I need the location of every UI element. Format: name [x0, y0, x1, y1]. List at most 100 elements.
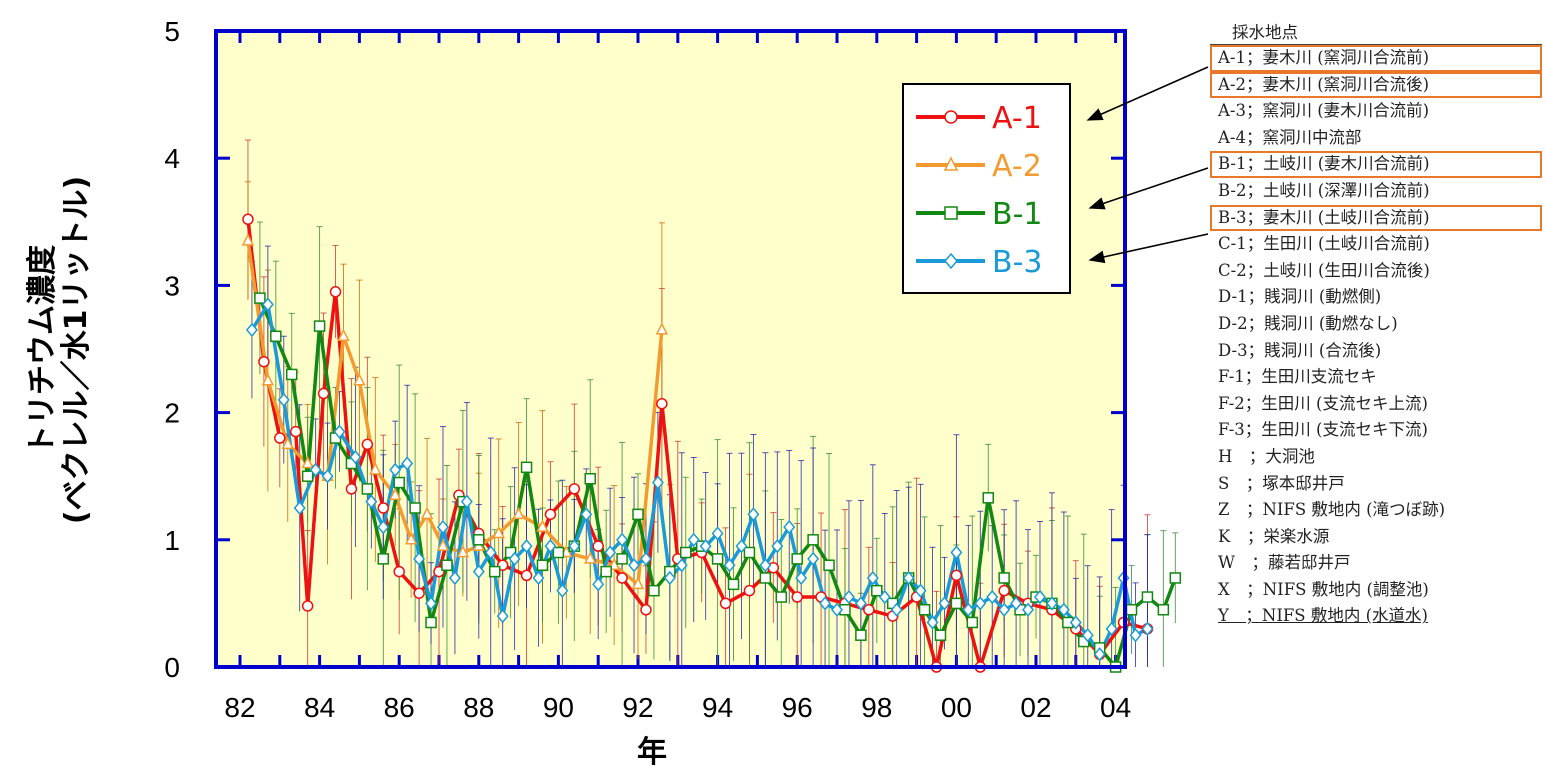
data-point — [584, 551, 597, 564]
data-point — [723, 558, 736, 573]
data-point — [628, 558, 640, 573]
x-tick-labels: 82 84 86 88 90 92 94 96 98 00 02 04 — [224, 692, 1131, 723]
data-point — [663, 570, 676, 586]
data-point — [986, 589, 999, 605]
legend: A-1 A-2 B-1 B-3 — [902, 83, 1071, 294]
data-point — [823, 559, 835, 571]
data-point — [568, 538, 581, 554]
data-point — [819, 596, 832, 611]
data-point — [552, 546, 565, 559]
data-point — [349, 449, 362, 465]
data-point — [473, 534, 485, 546]
data-point — [301, 470, 314, 482]
y-axis-title-line2: (ベクレル／水1リットル) — [59, 176, 94, 524]
data-point — [508, 551, 521, 567]
data-point — [1045, 596, 1058, 611]
station-item: C-1；生田川 (土岐川合流前) — [1218, 234, 1430, 254]
data-point — [747, 507, 760, 522]
data-point — [413, 587, 425, 599]
data-point — [404, 532, 418, 545]
data-point — [258, 355, 270, 368]
data-point — [317, 387, 330, 400]
data-point — [413, 551, 426, 567]
data-point — [520, 461, 533, 474]
data-point — [1141, 621, 1154, 637]
data-point — [962, 602, 975, 617]
data-point — [863, 604, 875, 616]
data-point — [425, 616, 437, 629]
data-point — [775, 591, 788, 603]
data-point — [361, 438, 374, 451]
station-item: A-3；窯洞川 (妻木川合流前) — [1218, 101, 1430, 121]
station-item: B-2；土岐川 (深澤川合流前) — [1218, 180, 1430, 200]
data-point — [361, 483, 374, 495]
data-point — [365, 494, 378, 509]
data-point — [943, 156, 959, 171]
x-axis-title: 年 — [637, 735, 667, 770]
legend-label: A-2 — [992, 149, 1042, 184]
x-tick-label: 96 — [782, 692, 813, 723]
data-point — [699, 538, 712, 554]
data-point — [831, 602, 843, 617]
data-point — [902, 570, 915, 586]
data-point — [544, 508, 557, 521]
data-point — [409, 502, 421, 514]
data-point — [333, 424, 346, 439]
data-point — [245, 322, 258, 338]
x-tick-label: 84 — [304, 692, 335, 723]
data-point — [982, 492, 994, 504]
data-point — [878, 589, 891, 605]
x-tick-label: 98 — [861, 692, 892, 723]
data-point — [791, 591, 803, 603]
data-point — [281, 436, 294, 450]
data-point — [998, 572, 1010, 584]
y-axis-title: トリチウム濃度 (ベクレル／水1リットル) — [25, 176, 94, 524]
x-tick-label: 92 — [622, 692, 653, 723]
x-tick-label: 88 — [463, 692, 494, 723]
data-point — [592, 540, 604, 552]
y-axis-title-line1: トリチウム濃度 — [25, 245, 60, 455]
series-lines — [241, 213, 1182, 673]
data-point — [639, 551, 652, 567]
data-point — [536, 519, 549, 532]
data-point — [944, 110, 958, 124]
data-point — [520, 538, 533, 554]
station-item: A-1；妻木川 (窯洞川合流前) — [1210, 45, 1542, 72]
data-point — [448, 570, 461, 586]
legend-label: B-3 — [992, 245, 1043, 280]
y-tick-label: 0 — [164, 652, 180, 683]
data-point — [1022, 602, 1035, 617]
x-tick-label: 94 — [702, 692, 733, 723]
data-point — [1125, 604, 1138, 616]
data-point — [759, 558, 772, 573]
data-point — [651, 475, 664, 490]
data-point — [337, 328, 350, 342]
data-point — [998, 584, 1010, 597]
data-point — [743, 546, 756, 559]
data-point — [425, 596, 438, 611]
data-point — [616, 572, 628, 584]
data-point — [934, 629, 947, 641]
data-point — [436, 538, 450, 551]
data-point — [1157, 604, 1170, 616]
data-point — [274, 432, 286, 444]
data-point — [289, 425, 302, 438]
data-point — [648, 584, 660, 597]
x-tick-label: 90 — [543, 692, 574, 723]
data-point — [393, 476, 405, 489]
data-point — [656, 397, 668, 410]
station-list-header: 採水地点 — [1210, 22, 1542, 45]
data-point — [871, 584, 883, 597]
data-point — [926, 615, 939, 630]
data-point — [277, 392, 290, 408]
y-tick-label: 4 — [164, 143, 180, 174]
data-point — [687, 532, 700, 547]
data-point — [631, 576, 645, 590]
data-point — [632, 508, 644, 521]
data-point — [293, 500, 306, 516]
station-item: X ；NIFS 敷地内 (調整池) — [1218, 579, 1429, 599]
data-point — [313, 320, 326, 332]
data-point — [711, 526, 724, 541]
data-point — [616, 553, 628, 565]
data-point — [309, 462, 322, 478]
